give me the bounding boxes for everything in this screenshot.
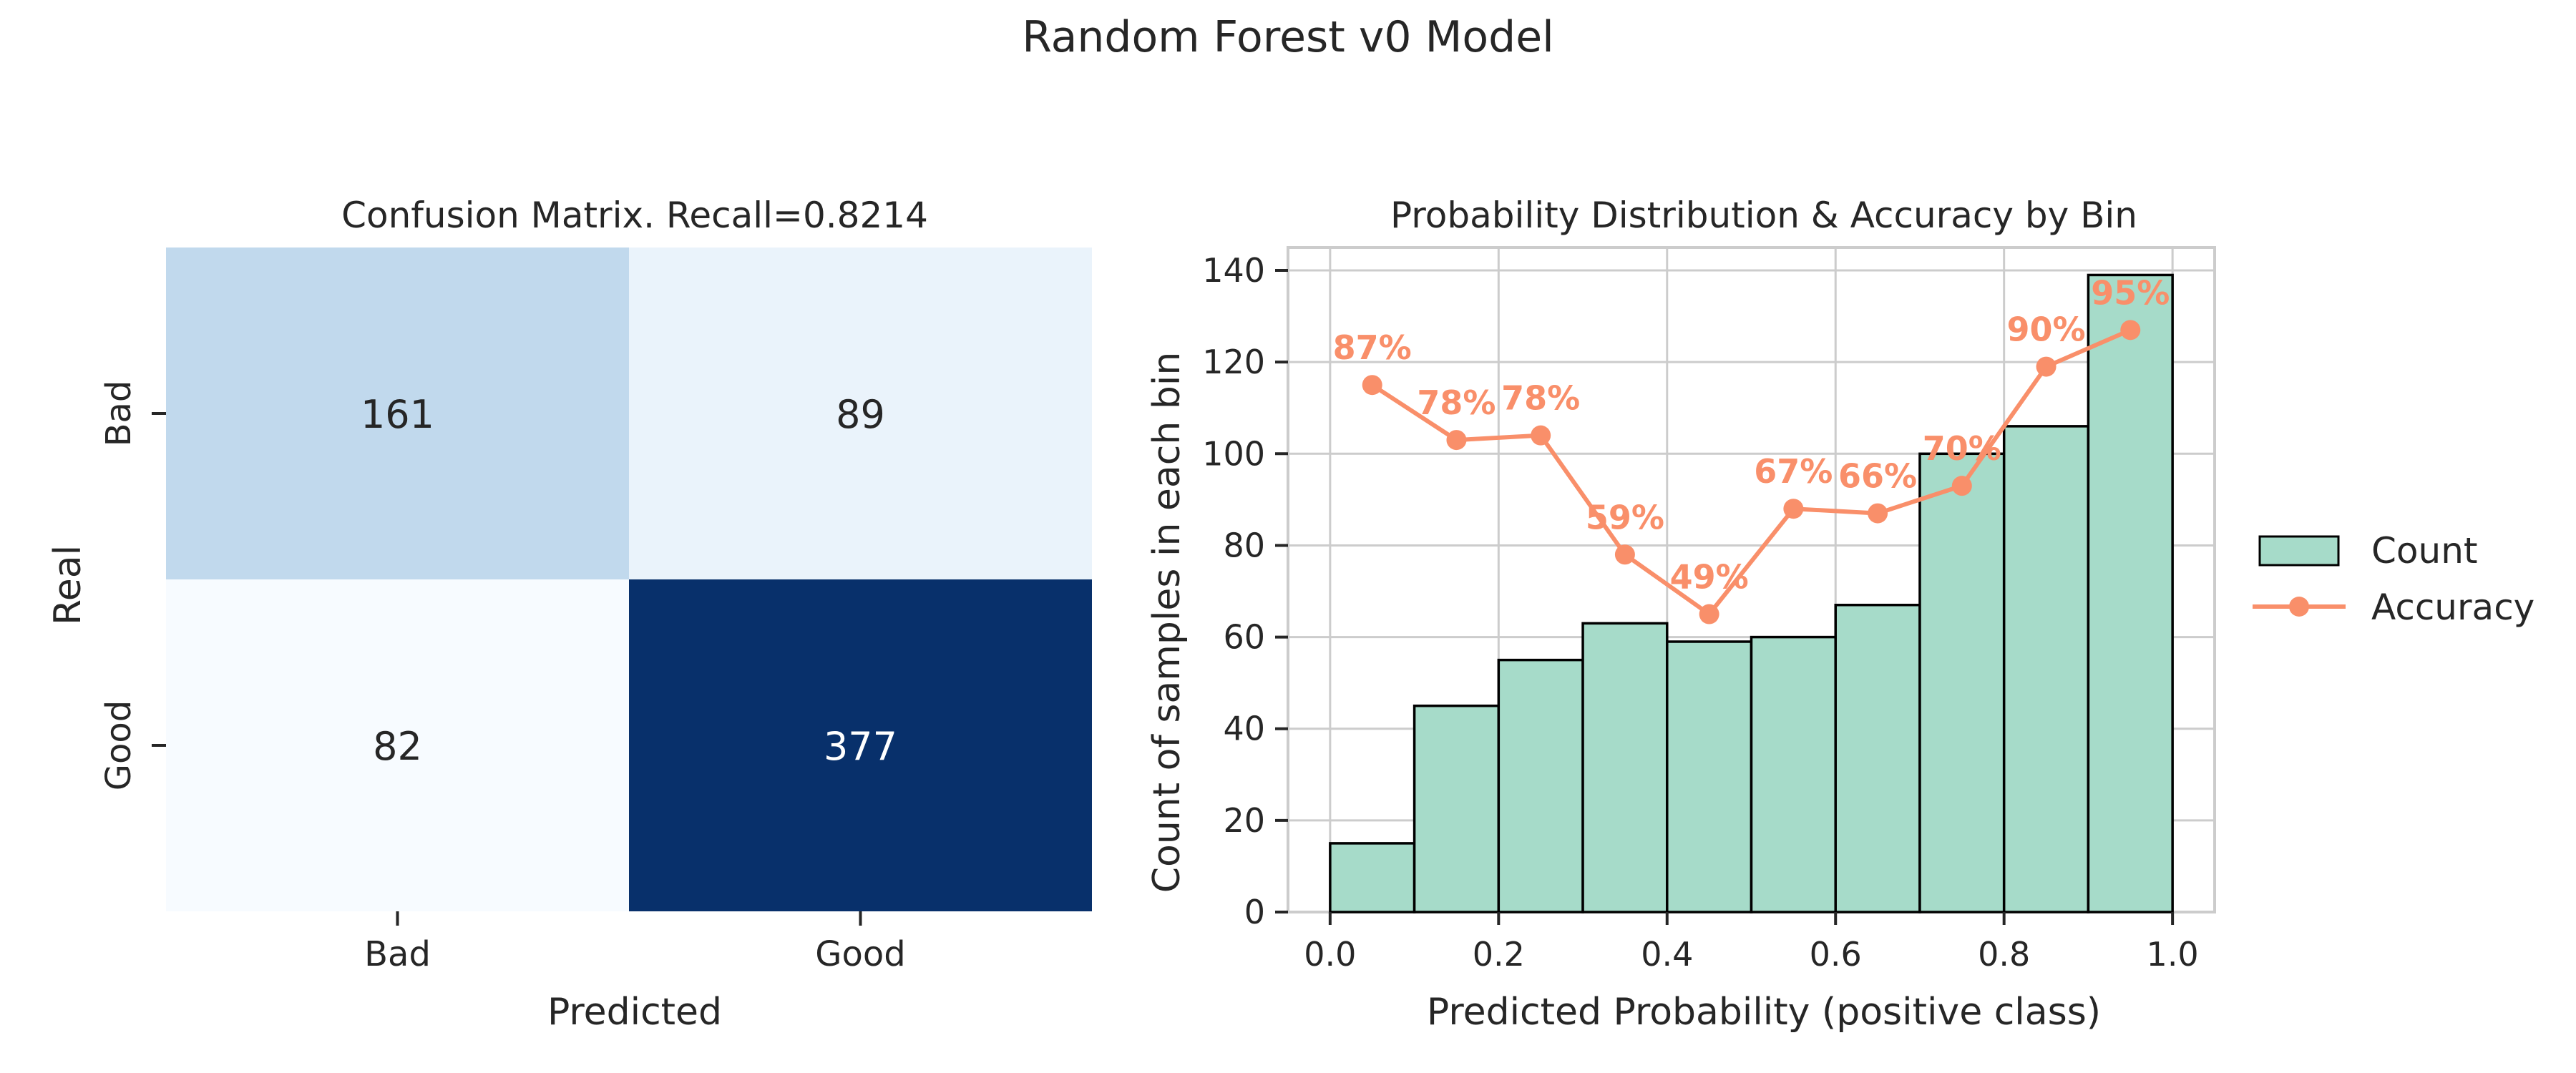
y-axis-label: Count of samples in each bin bbox=[1146, 352, 1189, 893]
accuracy-line bbox=[1362, 320, 2141, 624]
x-tick-label-4: 0.8 bbox=[1978, 935, 2030, 974]
accuracy-label-7: 70% bbox=[1923, 429, 2001, 468]
probability-distribution-panel: Probability Distribution & Accuracy by B… bbox=[1146, 195, 2534, 1034]
cm-value-0-1: 89 bbox=[836, 392, 885, 437]
y-tick-label-1: 20 bbox=[1223, 801, 1265, 840]
cm-cell-0-1 bbox=[629, 248, 1092, 579]
x-tick-label-5: 1.0 bbox=[2147, 935, 2199, 974]
legend: Count Accuracy bbox=[2253, 530, 2534, 628]
cm-cell-1-1 bbox=[629, 579, 1092, 911]
cm-xtick-label-1: Good bbox=[815, 934, 905, 974]
count-bar-1 bbox=[1413, 704, 1501, 913]
accuracy-point-4 bbox=[1699, 604, 1719, 624]
accuracy-polyline bbox=[1371, 328, 2132, 617]
cm-ytick-label-1: Good bbox=[99, 700, 139, 790]
accuracy-label-2: 78% bbox=[1501, 379, 1580, 418]
y-tick-label-6: 120 bbox=[1202, 343, 1265, 381]
accuracy-point-8 bbox=[2036, 356, 2057, 377]
accuracy-label-3: 59% bbox=[1586, 498, 1664, 536]
accuracy-label-1: 78% bbox=[1417, 383, 1496, 422]
count-bar-3 bbox=[1581, 622, 1669, 913]
accuracy-label-9: 95% bbox=[2091, 273, 2170, 312]
figure-title: Random Forest v0 Model bbox=[1022, 12, 1554, 62]
accuracy-labels: 87%78% 78%59%49%67% 66%70%90%95% bbox=[1333, 273, 2170, 596]
legend-accuracy-marker bbox=[2289, 597, 2309, 617]
accuracy-label-6: 66% bbox=[1838, 457, 1917, 496]
y-tick-label-2: 40 bbox=[1223, 710, 1265, 748]
accuracy-point-0 bbox=[1362, 375, 1382, 396]
cm-cell-0-0 bbox=[166, 248, 629, 579]
accuracy-point-9 bbox=[2120, 320, 2141, 340]
cm-value-1-1: 377 bbox=[824, 724, 897, 769]
count-bar-5 bbox=[1750, 635, 1837, 913]
y-tick-label-3: 60 bbox=[1223, 618, 1265, 657]
y-tick-label-0: 0 bbox=[1244, 893, 1265, 931]
confusion-matrix-cells: 161 89 82 377 bbox=[166, 248, 1092, 911]
y-tick-label-7: 140 bbox=[1202, 251, 1265, 290]
count-bars bbox=[1329, 273, 2174, 913]
count-bar-6 bbox=[1834, 603, 1921, 913]
x-axis-label: Predicted Probability (positive class) bbox=[1427, 991, 2101, 1034]
confusion-matrix-ylabel: Real bbox=[47, 545, 89, 625]
cm-xtick-label-0: Bad bbox=[364, 934, 431, 974]
accuracy-point-2 bbox=[1531, 425, 1551, 446]
accuracy-label-8: 90% bbox=[2006, 310, 2085, 349]
x-tick-label-0: 0.0 bbox=[1304, 935, 1356, 974]
confusion-matrix-xlabel: Predicted bbox=[547, 991, 722, 1034]
count-bar-7 bbox=[1918, 452, 2006, 913]
cm-value-1-0: 82 bbox=[373, 724, 422, 769]
accuracy-point-6 bbox=[1868, 503, 1888, 524]
legend-accuracy-label: Accuracy bbox=[2371, 587, 2534, 628]
x-tick-label-3: 0.6 bbox=[1810, 935, 1862, 974]
y-axis-ticks: 0 20 40 60 80 100 120 140 bbox=[1202, 251, 1288, 931]
accuracy-label-0: 87% bbox=[1333, 328, 1412, 367]
x-tick-label-1: 0.2 bbox=[1473, 935, 1525, 974]
confusion-matrix-ticks: Bad Good Bad Good bbox=[99, 381, 906, 974]
accuracy-label-5: 67% bbox=[1754, 452, 1833, 491]
accuracy-point-3 bbox=[1614, 544, 1635, 565]
cm-ytick-label-0: Bad bbox=[99, 381, 139, 447]
legend-count-label: Count bbox=[2371, 530, 2478, 572]
x-axis-ticks: 0.0 0.2 0.4 0.6 0.8 1.0 bbox=[1304, 912, 2199, 974]
confusion-matrix-panel: Confusion Matrix. Recall=0.8214 161 89 82 3… bbox=[47, 195, 1092, 1034]
accuracy-point-1 bbox=[1446, 430, 1467, 451]
count-bar-8 bbox=[2002, 425, 2090, 913]
confusion-matrix-title: Confusion Matrix. Recall=0.8214 bbox=[341, 195, 928, 236]
legend-count-swatch bbox=[2258, 535, 2340, 567]
x-tick-label-2: 0.4 bbox=[1641, 935, 1693, 974]
accuracy-point-7 bbox=[1951, 476, 1972, 496]
y-tick-label-4: 80 bbox=[1223, 526, 1265, 564]
y-tick-label-5: 100 bbox=[1202, 434, 1265, 473]
count-bar-9 bbox=[2087, 273, 2174, 913]
count-bar-0 bbox=[1329, 842, 1416, 913]
accuracy-label-4: 49% bbox=[1670, 558, 1749, 597]
count-bar-2 bbox=[1497, 658, 1584, 913]
cm-value-0-0: 161 bbox=[361, 392, 434, 437]
probability-distribution-title: Probability Distribution & Accuracy by B… bbox=[1390, 195, 2137, 236]
count-bar-4 bbox=[1666, 640, 1753, 913]
cm-cell-1-0 bbox=[166, 579, 629, 911]
accuracy-point-5 bbox=[1783, 499, 1804, 519]
